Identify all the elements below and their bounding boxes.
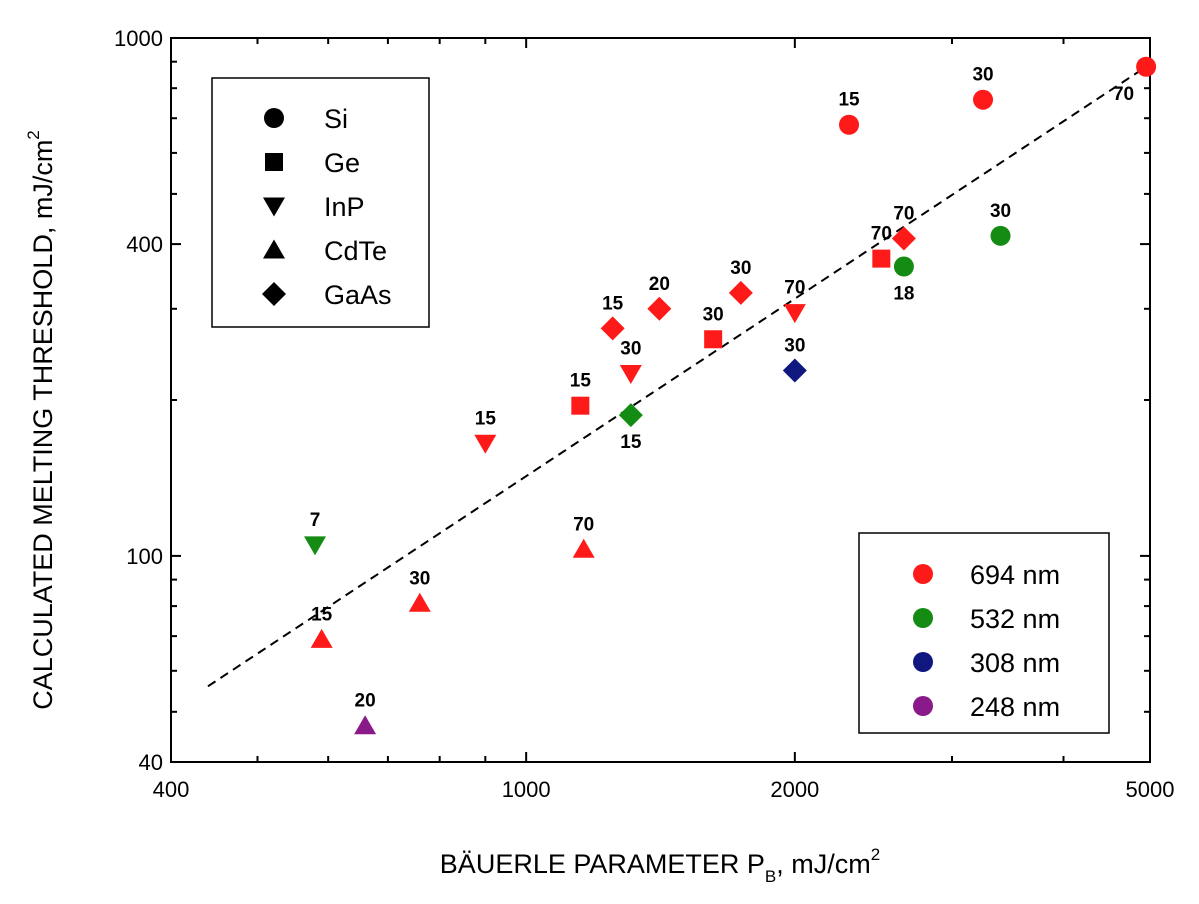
data-point-label: 70 — [573, 514, 594, 535]
data-point-triangle-up — [310, 628, 333, 648]
wavelength-legend-label: 532 nm — [970, 604, 1060, 634]
data-point-label: 70 — [893, 204, 914, 225]
data-point-square — [571, 396, 590, 415]
data-point-label: 20 — [355, 691, 376, 712]
data-point-label: 15 — [570, 371, 592, 392]
x-tick-label: 2000 — [770, 777, 819, 802]
data-point-circle — [893, 256, 914, 277]
data-point-circle — [839, 114, 860, 135]
x-axis-title: BÄUERLE PARAMETER PB, mJ/cm2 — [440, 845, 880, 886]
legend-marker-diamond — [262, 282, 286, 306]
legend-marker-triangle-up — [263, 239, 285, 259]
material-legend-label: InP — [324, 192, 365, 222]
data-point-triangle-down — [304, 536, 327, 556]
legend-marker-triangle-down — [263, 197, 285, 217]
material-legend-label: Ge — [324, 148, 360, 178]
data-point-triangle-up — [408, 592, 431, 612]
data-point-label: 15 — [475, 408, 497, 429]
data-point-circle — [1136, 56, 1157, 77]
data-point-label: 30 — [409, 568, 430, 589]
data-point-diamond — [728, 280, 753, 305]
data-point-label: 70 — [871, 224, 892, 245]
legend-color-dot — [913, 564, 933, 584]
data-point-label: 30 — [990, 201, 1011, 222]
y-axis-title: CALCULATED MELTING THRESHOLD, mJ/cm2 — [24, 130, 58, 710]
data-point-label: 20 — [649, 274, 670, 295]
data-point-label: 30 — [703, 304, 724, 325]
data-point-label: 15 — [311, 604, 333, 625]
wavelength-legend-label: 308 nm — [970, 648, 1060, 678]
wavelength-legend-box — [858, 532, 1110, 734]
x-tick-label: 400 — [153, 777, 190, 802]
material-legend-box — [211, 77, 430, 328]
data-point-diamond — [782, 358, 807, 383]
x-tick-label: 5000 — [1126, 777, 1175, 802]
material-legend-label: CdTe — [324, 236, 387, 266]
y-tick-label: 40 — [139, 750, 163, 775]
data-point-label: 15 — [620, 432, 642, 453]
data-point-triangle-down — [474, 434, 497, 454]
data-point-triangle-down — [783, 304, 806, 324]
fit-line — [207, 65, 1147, 688]
data-point-diamond — [647, 296, 672, 321]
data-point-square — [872, 249, 891, 268]
data-point-label: 30 — [620, 339, 641, 360]
data-point-label: 70 — [784, 278, 805, 299]
data-point-diamond — [600, 316, 625, 341]
data-point-circle — [990, 225, 1011, 246]
wavelength-legend-label: 248 nm — [970, 692, 1060, 722]
data-point-circle — [973, 89, 994, 110]
data-point-triangle-up — [572, 538, 595, 558]
y-tick-label: 400 — [126, 232, 163, 257]
y-tick-label: 100 — [126, 544, 163, 569]
material-legend: Si Ge InP CdTe GaAs — [211, 77, 430, 328]
wavelength-legend-label: 694 nm — [970, 560, 1060, 590]
data-point-label: 30 — [972, 65, 993, 86]
data-point-diamond — [618, 403, 643, 428]
x-tick-label: 1000 — [502, 777, 551, 802]
legend-color-dot — [913, 652, 933, 672]
data-point-triangle-up — [354, 715, 377, 735]
data-point-square — [704, 330, 723, 349]
data-point-label: 15 — [602, 293, 624, 314]
data-point-label: 7 — [310, 510, 321, 531]
data-point-label: 15 — [838, 90, 860, 111]
material-legend-label: Si — [324, 104, 348, 134]
legend-color-dot — [913, 608, 933, 628]
data-point-label: 18 — [893, 284, 914, 305]
data-point-label: 30 — [784, 336, 805, 357]
legend-color-dot — [913, 696, 933, 716]
legend-marker-circle — [264, 108, 284, 128]
data-point-triangle-down — [619, 365, 642, 385]
wavelength-legend: 694 nm 532 nm 308 nm 248 nm — [858, 532, 1110, 734]
material-legend-label: GaAs — [324, 280, 392, 310]
data-point-diamond — [891, 226, 916, 251]
y-tick-label: 1000 — [114, 26, 163, 51]
data-point-label: 70 — [1113, 84, 1134, 105]
legend-marker-square — [265, 153, 283, 171]
data-point-label: 30 — [730, 258, 751, 279]
